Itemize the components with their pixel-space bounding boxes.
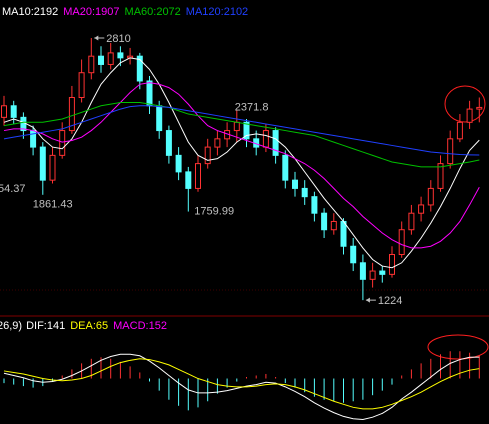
candle-body	[292, 179, 298, 189]
legend-entry: MACD:152	[113, 320, 167, 332]
annotation-arrowhead	[94, 35, 99, 41]
candle-body	[272, 130, 279, 156]
annotation-label: 2371.8	[235, 101, 269, 113]
annotation-label: 1861.43	[33, 199, 73, 211]
candle-body	[136, 55, 143, 82]
candle-body	[330, 220, 337, 231]
highlight-circle	[444, 85, 486, 123]
clipped-label: 54.37	[0, 183, 26, 195]
candle-body	[437, 163, 444, 189]
ma-line	[3, 57, 480, 269]
candle-body	[107, 52, 114, 65]
candle-body	[282, 154, 289, 181]
candle-body	[262, 130, 269, 148]
candle-body	[311, 196, 318, 214]
macd-params: 26,9)	[0, 320, 22, 332]
candle-body	[59, 130, 66, 156]
candle-body	[340, 220, 347, 247]
legend-entry: DEA:65	[70, 320, 108, 332]
candle-body	[30, 130, 37, 148]
candle-body	[243, 121, 250, 140]
candle-body	[379, 270, 386, 275]
candle-body	[427, 187, 434, 206]
candle-body	[350, 245, 357, 264]
candle-body	[466, 108, 473, 123]
candle-body	[146, 80, 153, 107]
candle-body	[10, 105, 17, 118]
candle-body	[98, 55, 104, 65]
candle-body	[321, 212, 328, 231]
candle-body	[165, 130, 172, 156]
candle-body	[369, 270, 376, 280]
candle-body	[156, 105, 163, 132]
candle-body	[1, 105, 7, 118]
candle-body	[195, 163, 201, 189]
candle-body	[185, 171, 192, 189]
annotation-label: 1759.99	[194, 205, 234, 217]
candle-body	[447, 138, 454, 165]
legend-entry: MA60:2072	[125, 6, 181, 18]
ma-line	[3, 358, 480, 410]
candle-body	[68, 97, 75, 132]
legend-entry: MA120:2102	[186, 6, 248, 18]
candle-body	[175, 154, 182, 173]
candle-body	[408, 212, 415, 231]
candle-body	[418, 204, 425, 214]
annotation-label: 1224	[378, 295, 402, 307]
candle-body	[117, 52, 124, 59]
candle-body	[49, 154, 56, 181]
ma-line	[3, 82, 480, 249]
annotation-arrowhead	[365, 297, 370, 303]
candle-body	[88, 55, 95, 74]
candle-body	[476, 106, 483, 110]
annotation-label: 2810	[106, 33, 130, 45]
candle-body	[456, 121, 463, 140]
candle-body	[39, 146, 46, 181]
legend-entry: MA10:2192	[2, 6, 58, 18]
ma-line	[3, 105, 480, 156]
candle-body	[301, 187, 308, 198]
ma-line	[3, 101, 480, 168]
candle-body	[233, 121, 240, 132]
candle-body	[359, 262, 366, 280]
candle-body	[398, 229, 405, 256]
candle-body	[78, 72, 85, 99]
highlight-circle	[427, 334, 489, 360]
candle-body	[214, 138, 221, 148]
legend-entry: DIF:141	[26, 320, 65, 332]
candle-body	[204, 146, 211, 165]
legend-entry: MA20:1907	[63, 6, 119, 18]
candle-body	[389, 254, 395, 275]
